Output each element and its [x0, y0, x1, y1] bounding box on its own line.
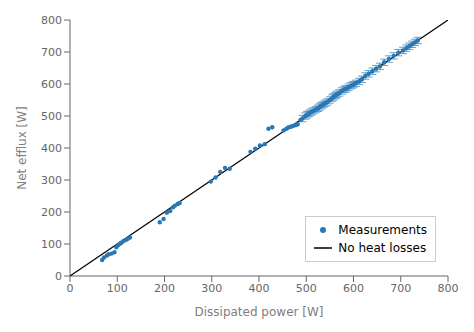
svg-text:Net efflux [W]: Net efflux [W] [15, 106, 29, 190]
svg-text:500: 500 [41, 110, 62, 123]
svg-text:400: 400 [41, 142, 62, 155]
svg-text:400: 400 [249, 282, 270, 295]
svg-text:100: 100 [41, 238, 62, 251]
svg-text:600: 600 [343, 282, 364, 295]
html-text:No heat losses: No heat losses [338, 241, 427, 255]
svg-text:700: 700 [390, 282, 411, 295]
svg-text:Dissipated power [W]: Dissipated power [W] [194, 305, 323, 319]
svg-text:800: 800 [438, 282, 459, 295]
svg-text:300: 300 [41, 174, 62, 187]
svg-text:500: 500 [296, 282, 317, 295]
svg-text:800: 800 [41, 14, 62, 27]
svg-text:200: 200 [154, 282, 175, 295]
svg-text:100: 100 [107, 282, 128, 295]
svg-text:0: 0 [67, 282, 74, 295]
svg-text:200: 200 [41, 206, 62, 219]
svg-text:0: 0 [55, 270, 62, 283]
svg-text:300: 300 [201, 282, 222, 295]
svg-text:700: 700 [41, 46, 62, 59]
html-text:Measurements: Measurements [338, 223, 427, 237]
svg-text:600: 600 [41, 78, 62, 91]
